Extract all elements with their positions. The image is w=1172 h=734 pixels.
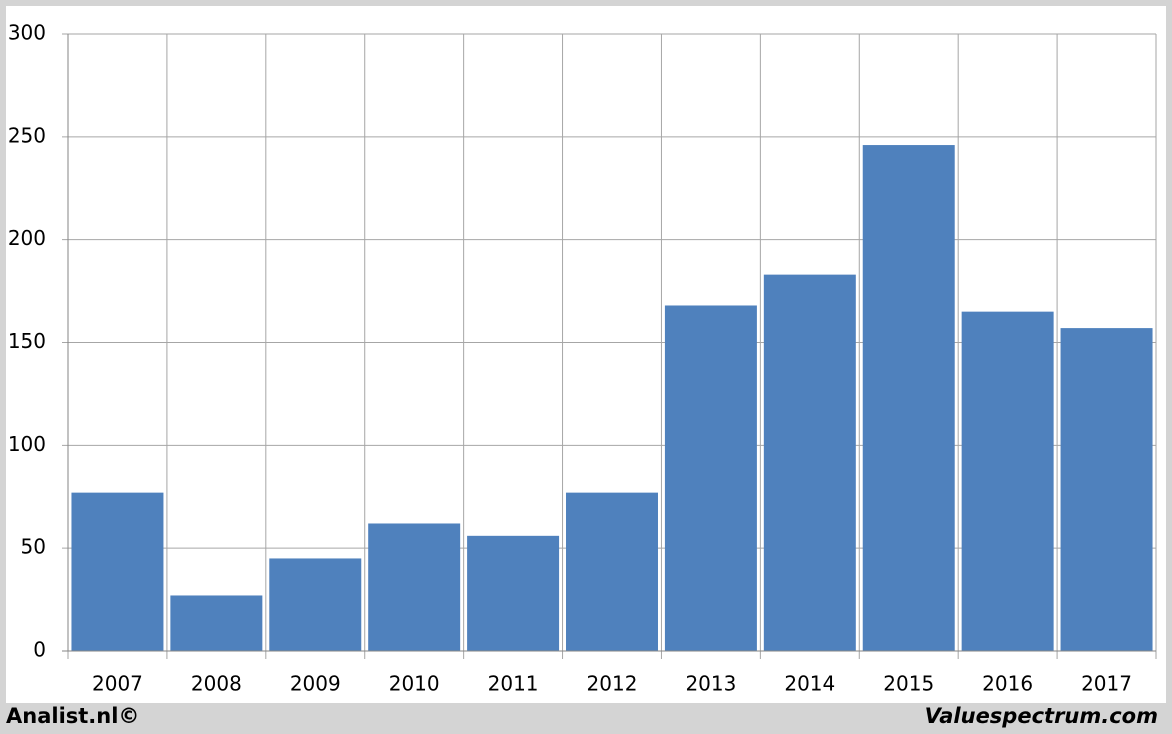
x-tick-label: 2007 <box>92 672 143 696</box>
bar <box>170 595 263 651</box>
x-tick-label: 2013 <box>685 672 736 696</box>
x-tick-label: 2011 <box>488 672 539 696</box>
y-tick-label: 200 <box>8 226 46 250</box>
x-tick-label: 2010 <box>389 672 440 696</box>
x-tick-label: 2017 <box>1081 672 1132 696</box>
x-tick-label: 2014 <box>784 672 835 696</box>
bar <box>368 523 461 651</box>
y-tick-label: 250 <box>8 123 46 147</box>
bar <box>269 558 362 651</box>
y-tick-label: 150 <box>8 329 46 353</box>
bar <box>961 311 1054 651</box>
bar <box>467 535 560 651</box>
footer-left: Analist.nl© <box>6 704 139 728</box>
x-tick-label: 2012 <box>587 672 638 696</box>
y-tick-label: 300 <box>8 21 46 45</box>
x-tick-label: 2009 <box>290 672 341 696</box>
x-tick-label: 2008 <box>191 672 242 696</box>
bar <box>1060 328 1153 651</box>
y-tick-label: 0 <box>33 638 46 662</box>
x-tick-label: 2015 <box>883 672 934 696</box>
bar <box>71 492 164 651</box>
bar <box>763 274 856 651</box>
x-tick-label: 2016 <box>982 672 1033 696</box>
footer-right: Valuespectrum.com <box>925 704 1158 728</box>
y-tick-label: 100 <box>8 432 46 456</box>
bar <box>664 305 757 651</box>
bar <box>566 492 658 651</box>
y-tick-label: 50 <box>21 535 46 559</box>
bar <box>862 145 955 651</box>
